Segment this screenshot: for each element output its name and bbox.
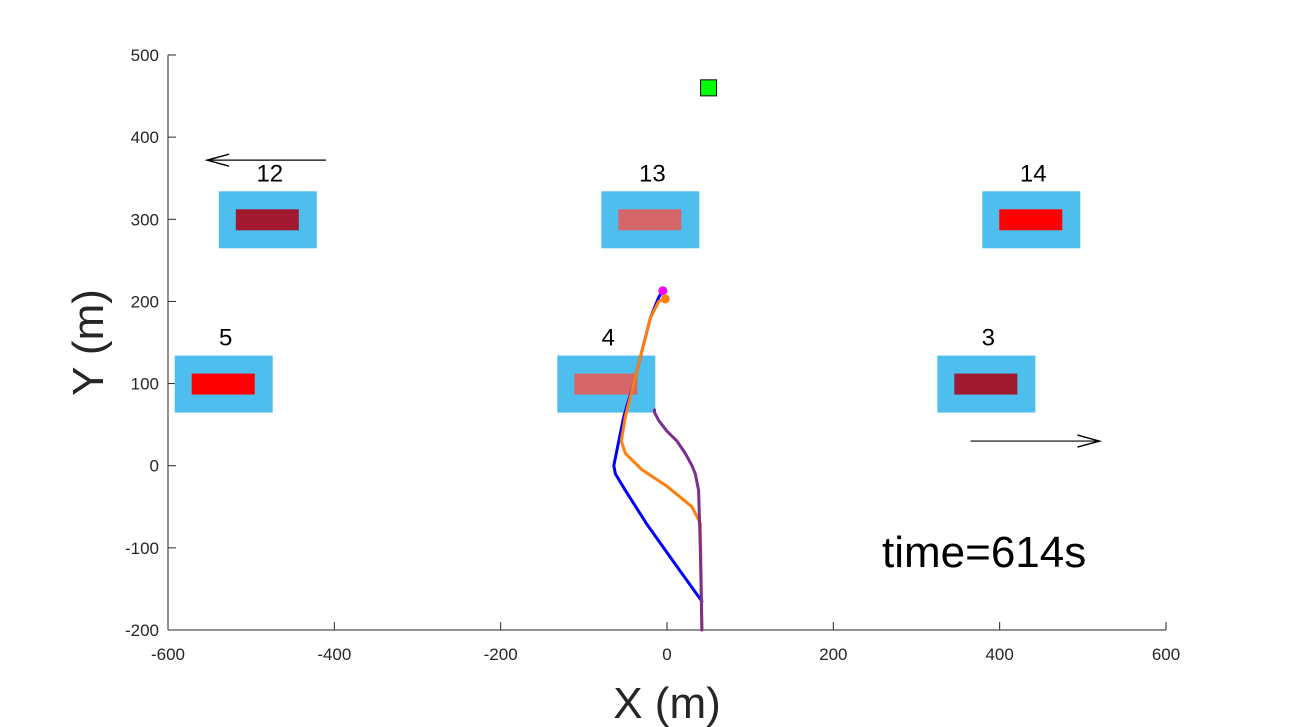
object-label: 14 bbox=[1020, 160, 1047, 187]
y-axis-title: Y (m) bbox=[64, 289, 113, 396]
y-tick-label: 0 bbox=[150, 457, 159, 476]
object-label: 5 bbox=[219, 325, 232, 352]
x-ticks: -600 -400 -200 0 200 400 600 bbox=[151, 622, 1180, 664]
y-tick-label: 300 bbox=[131, 210, 159, 229]
y-tick-label: -200 bbox=[125, 621, 159, 640]
object-label: 4 bbox=[602, 325, 615, 352]
y-tick-label: 100 bbox=[131, 375, 159, 394]
y-tick-label: 400 bbox=[131, 128, 159, 147]
trajectories bbox=[612, 289, 704, 632]
y-ticks: -200 -100 0 100 200 300 400 500 bbox=[125, 46, 176, 640]
object-inner-box bbox=[191, 373, 255, 395]
object-inner-box bbox=[235, 209, 299, 231]
object-label: 12 bbox=[256, 160, 283, 187]
x-tick-label: -400 bbox=[317, 645, 351, 664]
x-tick-label: 0 bbox=[662, 645, 671, 664]
x-tick-label: -600 bbox=[151, 645, 185, 664]
object-label: 13 bbox=[639, 160, 666, 187]
trajectory-line-1 bbox=[612, 289, 704, 603]
end-point-marker bbox=[660, 294, 670, 304]
object-inner-box bbox=[574, 373, 638, 395]
x-tick-label: 200 bbox=[819, 645, 847, 664]
object-label: 3 bbox=[982, 325, 995, 352]
trajectory-line-2 bbox=[619, 297, 704, 632]
arrow-head bbox=[1077, 434, 1103, 448]
arrows bbox=[204, 153, 1103, 448]
x-tick-label: -200 bbox=[484, 645, 518, 664]
time-annotation: time=614s bbox=[882, 528, 1086, 577]
object-14: 14 bbox=[982, 160, 1081, 249]
x-tick-label: 400 bbox=[985, 645, 1013, 664]
markers bbox=[658, 79, 718, 304]
object-inner-box bbox=[618, 209, 682, 231]
object-5: 5 bbox=[174, 325, 273, 413]
x-axis-title: X (m) bbox=[613, 679, 721, 727]
arrow-right bbox=[970, 434, 1103, 448]
x-tick-label: 600 bbox=[1152, 645, 1180, 664]
object-inner-box bbox=[954, 373, 1018, 395]
y-tick-label: 500 bbox=[131, 46, 159, 65]
target-marker bbox=[700, 79, 718, 97]
objects: 12 13 14 5 4 3 bbox=[174, 160, 1081, 413]
object-3: 3 bbox=[937, 325, 1036, 413]
object-4: 4 bbox=[557, 325, 656, 413]
trajectory-line-3 bbox=[653, 408, 704, 632]
arrow-left bbox=[204, 153, 327, 167]
y-tick-label: 200 bbox=[131, 292, 159, 311]
object-12: 12 bbox=[218, 160, 317, 249]
arrow-head bbox=[204, 153, 230, 167]
object-13: 13 bbox=[601, 160, 700, 249]
object-inner-box bbox=[999, 209, 1063, 231]
end-point-marker bbox=[658, 286, 668, 296]
y-tick-label: -100 bbox=[125, 539, 159, 558]
